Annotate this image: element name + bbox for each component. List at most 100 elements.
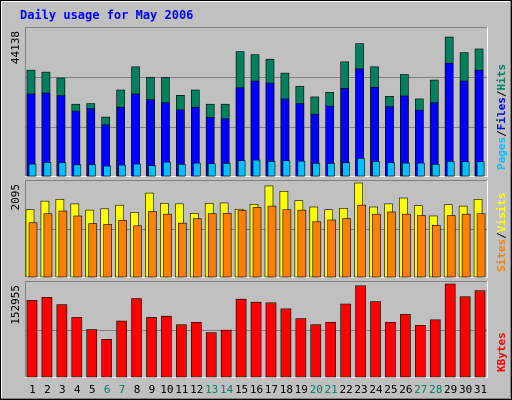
- sites-bar: [297, 209, 307, 278]
- x-tick-label: 23: [354, 383, 367, 396]
- kbytes-bar: [101, 339, 112, 378]
- kbytes-bar: [265, 302, 277, 378]
- sites-bar: [461, 213, 471, 278]
- x-tick-label: 12: [190, 383, 203, 396]
- pages-bar: [372, 161, 380, 177]
- x-tick-label: 19: [295, 383, 308, 396]
- x-tick-label: 24: [369, 383, 383, 396]
- x-tick-label: 31: [474, 383, 487, 396]
- x-tick-label: 9: [149, 383, 156, 396]
- pages-bar: [73, 164, 82, 177]
- pages-bar: [342, 162, 350, 177]
- kbytes-bar: [370, 301, 381, 378]
- chart-panels: 44138Pages/Files/Hits2095Sites/Visits152…: [9, 27, 508, 378]
- sites-bar: [28, 222, 38, 278]
- legend-pages: Pages: [495, 137, 508, 170]
- x-tick-label: 13: [205, 383, 218, 396]
- kbytes-bar: [161, 315, 172, 378]
- kbytes-bar: [190, 321, 202, 378]
- visits-panel-ymax-label: 2095: [9, 184, 22, 211]
- x-tick-label: 16: [250, 383, 263, 396]
- kbytes-bar: [444, 283, 456, 378]
- x-tick-label: 22: [339, 383, 352, 396]
- kbytes-bar: [86, 329, 98, 378]
- x-tick-label: 6: [104, 383, 111, 396]
- visits-panel-legend: Sites/Visits: [495, 193, 508, 273]
- pages-bar: [357, 158, 365, 177]
- pages-bar: [417, 162, 425, 177]
- x-tick-label: 30: [459, 383, 472, 396]
- pages-bar: [282, 160, 291, 177]
- pages-bar: [237, 160, 246, 177]
- kbytes-bar: [41, 297, 53, 378]
- x-tick-label: 18: [280, 383, 293, 396]
- x-tick-label: 8: [134, 383, 141, 396]
- kbytes-bar: [176, 324, 187, 378]
- sites-bar: [267, 205, 277, 278]
- pages-bar: [43, 162, 52, 177]
- pages-bar: [476, 161, 485, 177]
- sites-bar: [103, 224, 112, 278]
- x-tick-label: 21: [325, 383, 338, 396]
- pages-bar: [446, 161, 455, 177]
- pages-bar: [222, 163, 231, 177]
- pages-bar: [252, 159, 261, 177]
- sites-bar: [327, 219, 337, 278]
- x-tick-label: 5: [89, 383, 96, 396]
- x-tick-label: 28: [429, 383, 442, 396]
- sites-bar: [342, 218, 351, 278]
- pages-bar: [312, 163, 321, 177]
- kbytes-bar: [205, 332, 217, 378]
- kbytes-bar: [71, 317, 83, 378]
- x-tick-label: 11: [175, 383, 188, 396]
- x-tick-label: 10: [160, 383, 173, 396]
- sites-bar: [282, 209, 292, 278]
- files-bar: [131, 93, 140, 177]
- pages-bar: [192, 162, 201, 177]
- x-axis-labels: 1 2 3 4 5 6 7 8 9 10 11 12 13 14 15 16 17 18 19 20 21 22 23 24 2…: [29, 383, 487, 396]
- kbytes-bar: [340, 303, 351, 378]
- hits-panel-legend-separator: /: [495, 130, 508, 137]
- kbytes-bar: [235, 298, 247, 378]
- x-tick-label: 17: [265, 383, 278, 396]
- files-bar: [444, 62, 454, 177]
- pages-bar: [327, 163, 336, 177]
- kbytes-bar: [415, 325, 426, 378]
- kbytes-bar: [116, 320, 127, 378]
- kbytes-bar: [474, 290, 486, 378]
- sites-bar: [43, 213, 53, 278]
- sites-bar: [88, 223, 98, 278]
- x-tick-label: 7: [119, 383, 126, 396]
- hits-panel-legend: Pages/Files/Hits: [495, 64, 508, 170]
- kbytes-bar: [429, 319, 441, 378]
- pages-bar: [431, 164, 440, 177]
- files-bar: [146, 99, 155, 177]
- sites-bar: [446, 215, 456, 278]
- x-tick-label: 1: [29, 383, 36, 396]
- sites-bar: [148, 211, 157, 278]
- files-bar: [474, 69, 484, 177]
- x-tick-label: 4: [74, 383, 81, 396]
- sites-bar: [476, 213, 486, 278]
- kbytes-bar: [385, 321, 396, 378]
- kbytes-bar: [295, 318, 307, 378]
- chart-title: Daily usage for May 2006: [20, 8, 193, 22]
- kbytes-bar: [220, 329, 232, 378]
- x-tick-label: 25: [384, 383, 397, 396]
- x-tick-label: 2: [44, 383, 51, 396]
- kbytes-bar: [400, 314, 411, 378]
- sites-bar: [312, 221, 322, 278]
- sites-bar: [163, 213, 172, 278]
- pages-bar: [133, 163, 141, 177]
- sites-bar: [133, 225, 142, 278]
- kbytes-bar: [355, 285, 366, 378]
- kbytes-bar: [325, 321, 337, 378]
- x-tick-label: 27: [414, 383, 427, 396]
- pages-bar: [461, 161, 470, 177]
- pages-bar: [178, 164, 186, 177]
- pages-bar: [28, 163, 37, 177]
- pages-bar: [118, 164, 126, 177]
- sites-bar: [192, 218, 202, 278]
- sites-bar: [402, 213, 411, 278]
